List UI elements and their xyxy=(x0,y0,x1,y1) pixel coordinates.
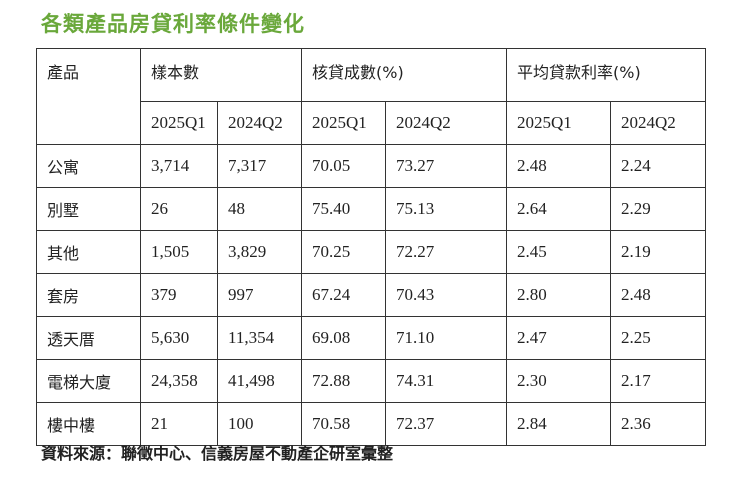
value-cell: 41,498 xyxy=(217,359,302,403)
value-cell: 24,358 xyxy=(140,359,218,403)
value-cell: 2.45 xyxy=(506,230,611,274)
value-cell: 70.58 xyxy=(301,402,386,446)
table-row: 透天厝 5,630 11,354 69.08 71.10 2.47 2.25 xyxy=(36,316,706,360)
value-cell: 2.25 xyxy=(610,316,706,360)
product-cell: 透天厝 xyxy=(36,316,141,360)
value-cell: 72.27 xyxy=(385,230,507,274)
value-cell: 75.40 xyxy=(301,187,386,231)
value-cell: 2.30 xyxy=(506,359,611,403)
value-cell: 2.48 xyxy=(506,144,611,188)
value-cell: 379 xyxy=(140,273,218,317)
value-cell: 2.64 xyxy=(506,187,611,231)
value-cell: 2.24 xyxy=(610,144,706,188)
value-cell: 5,630 xyxy=(140,316,218,360)
value-cell: 2.47 xyxy=(506,316,611,360)
header-product: 產品 xyxy=(36,48,141,145)
value-cell: 2.84 xyxy=(506,402,611,446)
value-cell: 71.10 xyxy=(385,316,507,360)
header-period: 2025Q1 xyxy=(140,101,218,145)
value-cell: 997 xyxy=(217,273,302,317)
product-cell: 公寓 xyxy=(36,144,141,188)
mortgage-table: 產品 樣本數 核貸成數(%) 平均貸款利率(%) 2025Q1 2024Q2 2… xyxy=(36,48,706,446)
value-cell: 2.48 xyxy=(610,273,706,317)
header-period: 2024Q2 xyxy=(385,101,507,145)
table-row: 公寓 3,714 7,317 70.05 73.27 2.48 2.24 xyxy=(36,144,706,188)
source-note: 資料來源：聯徵中心、信義房屋不動產企研室彙整 xyxy=(41,444,394,463)
header-row-periods: 2025Q1 2024Q2 2025Q1 2024Q2 2025Q1 2024Q… xyxy=(37,101,706,145)
value-cell: 2.36 xyxy=(610,402,706,446)
value-cell: 69.08 xyxy=(301,316,386,360)
table-row: 電梯大廈 24,358 41,498 72.88 74.31 2.30 2.17 xyxy=(36,359,706,403)
value-cell: 11,354 xyxy=(217,316,302,360)
product-cell: 其他 xyxy=(36,230,141,274)
value-cell: 70.05 xyxy=(301,144,386,188)
value-cell: 72.37 xyxy=(385,402,507,446)
value-cell: 72.88 xyxy=(301,359,386,403)
value-cell: 2.29 xyxy=(610,187,706,231)
product-cell: 套房 xyxy=(36,273,141,317)
header-row-top: 產品 樣本數 核貸成數(%) 平均貸款利率(%) xyxy=(36,48,706,145)
header-loan-ratio: 核貸成數(%) xyxy=(301,48,507,102)
value-cell: 48 xyxy=(217,187,302,231)
page-title: 各類產品房貸利率條件變化 xyxy=(41,12,305,36)
header-period: 2024Q2 xyxy=(610,101,706,145)
header-avg-rate: 平均貸款利率(%) xyxy=(506,48,706,102)
value-cell: 100 xyxy=(217,402,302,446)
table-row: 別墅 26 48 75.40 75.13 2.64 2.29 xyxy=(36,187,706,231)
value-cell: 3,714 xyxy=(140,144,218,188)
value-cell: 70.43 xyxy=(385,273,507,317)
header-period: 2024Q2 xyxy=(217,101,302,145)
value-cell: 21 xyxy=(140,402,218,446)
table-row: 樓中樓 21 100 70.58 72.37 2.84 2.36 xyxy=(36,402,706,446)
value-cell: 7,317 xyxy=(217,144,302,188)
header-sample-count: 樣本數 xyxy=(140,48,302,102)
header-period: 2025Q1 xyxy=(301,101,386,145)
product-cell: 電梯大廈 xyxy=(36,359,141,403)
product-cell: 別墅 xyxy=(36,187,141,231)
value-cell: 67.24 xyxy=(301,273,386,317)
value-cell: 1,505 xyxy=(140,230,218,274)
value-cell: 74.31 xyxy=(385,359,507,403)
header-period: 2025Q1 xyxy=(506,101,611,145)
value-cell: 2.17 xyxy=(610,359,706,403)
value-cell: 3,829 xyxy=(217,230,302,274)
value-cell: 26 xyxy=(140,187,218,231)
value-cell: 73.27 xyxy=(385,144,507,188)
value-cell: 2.80 xyxy=(506,273,611,317)
value-cell: 2.19 xyxy=(610,230,706,274)
value-cell: 75.13 xyxy=(385,187,507,231)
table-row: 其他 1,505 3,829 70.25 72.27 2.45 2.19 xyxy=(36,230,706,274)
table-row: 套房 379 997 67.24 70.43 2.80 2.48 xyxy=(36,273,706,317)
product-cell: 樓中樓 xyxy=(36,402,141,446)
value-cell: 70.25 xyxy=(301,230,386,274)
